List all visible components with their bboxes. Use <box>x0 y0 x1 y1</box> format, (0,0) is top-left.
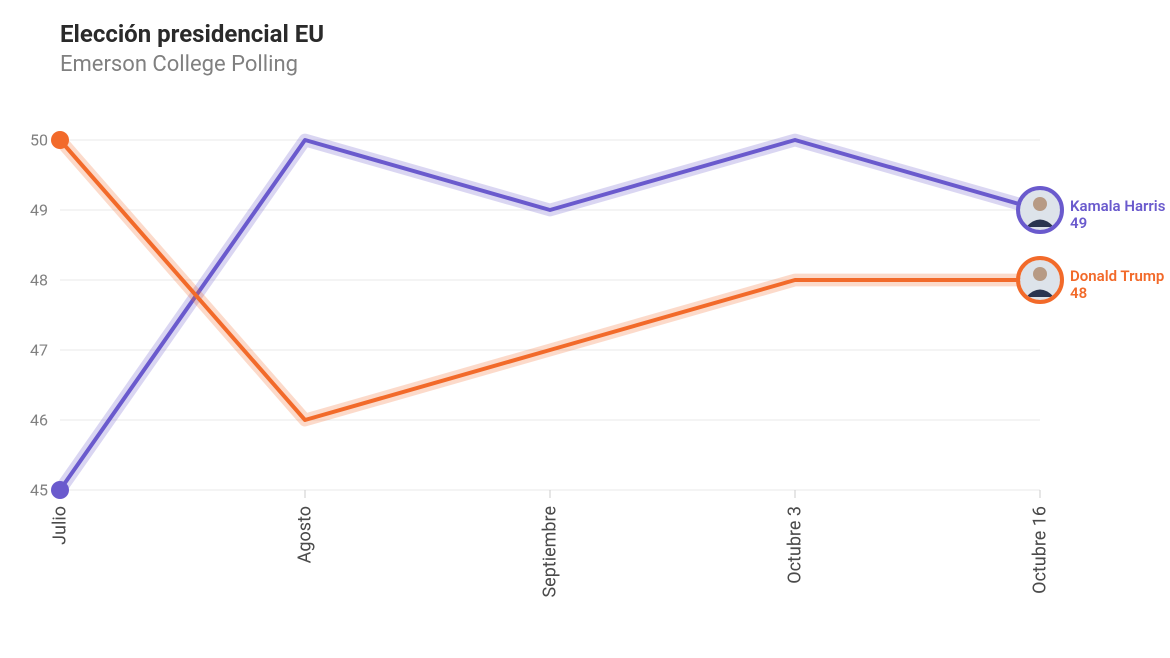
start-marker-harris <box>51 481 69 499</box>
x-tick-label: Octubre 16 <box>1030 506 1051 594</box>
x-tick-label: Agosto <box>295 506 316 563</box>
chart-container: Elección presidencial EU Emerson College… <box>0 0 1170 658</box>
legend-harris-value: 49 <box>1070 214 1087 232</box>
y-tick-label: 49 <box>8 201 48 220</box>
y-tick-label: 48 <box>8 271 48 290</box>
y-tick-label: 46 <box>8 411 48 430</box>
legend-trump: Donald Trump 48 <box>1070 268 1164 303</box>
chart-subtitle: Emerson College Polling <box>60 52 298 77</box>
x-tick-label: Septiembre <box>540 506 561 598</box>
chart-title: Elección presidencial EU <box>60 20 324 48</box>
x-tick-label: Julio <box>50 506 71 545</box>
y-tick-label: 47 <box>8 341 48 360</box>
legend-harris: Kamala Harris 49 <box>1070 198 1165 233</box>
chart-svg <box>60 140 1040 490</box>
legend-harris-name: Kamala Harris <box>1070 197 1165 215</box>
y-tick-label: 45 <box>8 481 48 500</box>
x-tick-label: Octubre 3 <box>785 506 806 584</box>
start-marker-trump <box>51 131 69 149</box>
legend-trump-name: Donald Trump <box>1070 267 1164 285</box>
plot-area: 454647484950JulioAgostoSeptiembreOctubre… <box>60 140 1040 490</box>
y-tick-label: 50 <box>8 131 48 150</box>
legend-trump-value: 48 <box>1070 284 1087 302</box>
